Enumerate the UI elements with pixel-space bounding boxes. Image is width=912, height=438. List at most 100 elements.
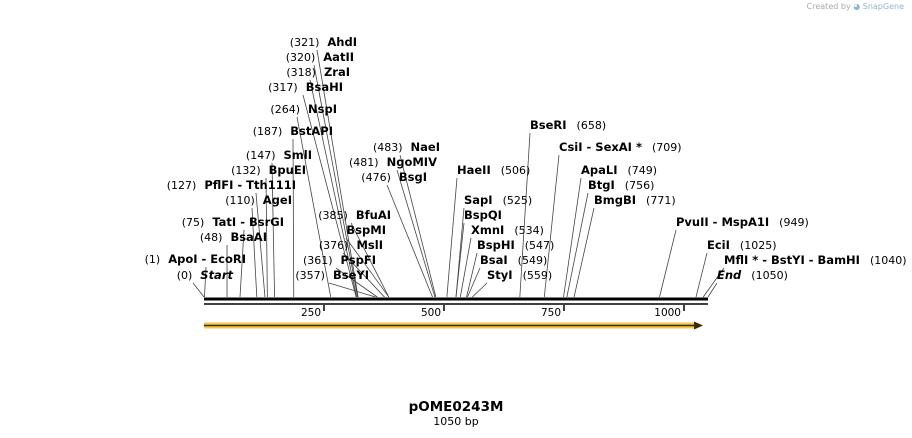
site-label[interactable]: (318) ZraI bbox=[286, 65, 350, 79]
site-line bbox=[472, 282, 488, 298]
site-label[interactable]: (317) BsaHI bbox=[268, 80, 343, 94]
site-position: (318) bbox=[286, 66, 316, 79]
site-name: EciI bbox=[707, 238, 730, 252]
site-label[interactable]: (483) NaeI bbox=[373, 140, 440, 154]
site-label[interactable]: (75) TatI - BsrGI bbox=[182, 215, 284, 229]
site-line bbox=[446, 177, 458, 298]
site-position: (147) bbox=[246, 149, 276, 162]
site-name: BstAPI bbox=[290, 124, 333, 138]
site-name: ApaLI bbox=[581, 163, 618, 177]
site-label[interactable]: (357) BseYI bbox=[295, 268, 369, 282]
site-label[interactable]: (48) BsaAI bbox=[200, 230, 267, 244]
site-label[interactable]: CsiI - SexAI * (709) bbox=[559, 140, 682, 154]
site-line bbox=[399, 154, 437, 298]
site-name: NgoMIV bbox=[387, 155, 437, 169]
site-name: MflI * - BstYI - BamHI bbox=[724, 253, 860, 267]
site-label[interactable]: (1) ApoI - EcoRI bbox=[145, 252, 246, 266]
site-line bbox=[695, 252, 708, 298]
site-line bbox=[292, 138, 295, 298]
site-label[interactable]: (127) PflFI - Tth111I bbox=[167, 178, 296, 192]
feature-arrow[interactable] bbox=[204, 321, 703, 330]
site-label[interactable]: BseRI (658) bbox=[530, 118, 606, 132]
credit-prefix: Created by bbox=[806, 2, 851, 11]
site-name: NaeI bbox=[411, 140, 440, 154]
site-position: (749) bbox=[628, 164, 658, 177]
site-label[interactable]: StyI (559) bbox=[487, 268, 552, 282]
site-label[interactable]: BspHI (547) bbox=[477, 238, 554, 252]
site-line bbox=[345, 237, 390, 298]
site-name: BspMI bbox=[346, 223, 386, 237]
site-label[interactable]: MflI * - BstYI - BamHI (1040) bbox=[724, 253, 907, 267]
site-line bbox=[543, 154, 560, 298]
site-position: (320) bbox=[286, 51, 316, 64]
site-label[interactable]: (476) BsgI bbox=[361, 170, 427, 184]
site-label[interactable]: PvuII - MspA1I (949) bbox=[676, 215, 809, 229]
site-position: (658) bbox=[577, 119, 607, 132]
axis-tick-label: 750 bbox=[541, 307, 561, 319]
site-position: (525) bbox=[503, 194, 533, 207]
site-label[interactable]: BmgBI (771) bbox=[594, 193, 676, 207]
site-line bbox=[396, 169, 436, 298]
site-label[interactable]: (132) BpuEI bbox=[231, 163, 306, 177]
site-position: (483) bbox=[373, 141, 403, 154]
site-name: Start bbox=[200, 268, 233, 282]
site-name: XmnI bbox=[471, 223, 504, 237]
site-position: (264) bbox=[270, 103, 300, 116]
site-label[interactable]: BtgI (756) bbox=[588, 178, 654, 192]
site-line bbox=[192, 282, 205, 298]
site-line bbox=[342, 252, 385, 298]
site-label[interactable]: (385) BfuAI bbox=[318, 208, 391, 222]
site-line bbox=[265, 177, 268, 298]
site-label[interactable]: BspQI bbox=[464, 208, 502, 222]
site-line bbox=[296, 116, 332, 298]
site-position: (1040) bbox=[870, 254, 907, 267]
site-label[interactable]: HaeII (506) bbox=[457, 163, 530, 177]
site-name: BseYI bbox=[333, 268, 369, 282]
site-label[interactable]: (264) NspI bbox=[270, 102, 337, 116]
site-label[interactable]: XmnI (534) bbox=[471, 223, 544, 237]
site-position: (376) bbox=[319, 239, 349, 252]
site-name: ApoI - EcoRI bbox=[168, 252, 246, 266]
site-name: ZraI bbox=[324, 65, 350, 79]
site-label[interactable]: (0) Start bbox=[177, 268, 234, 282]
site-position: (534) bbox=[514, 224, 544, 237]
site-label[interactable]: BsaI (549) bbox=[480, 253, 547, 267]
site-label[interactable]: End (1050) bbox=[717, 268, 788, 282]
site-position: (110) bbox=[225, 194, 255, 207]
site-label[interactable]: (110) AgeI bbox=[225, 193, 292, 207]
site-position: (1050) bbox=[751, 269, 788, 282]
site-line bbox=[386, 184, 433, 298]
site-position: (709) bbox=[652, 141, 682, 154]
site-line bbox=[467, 267, 481, 298]
site-label[interactable]: (481) NgoMIV bbox=[349, 155, 437, 169]
site-label[interactable]: (147) SmlI bbox=[246, 148, 312, 162]
site-label[interactable]: (361) PspFI bbox=[303, 253, 376, 267]
site-line bbox=[459, 237, 472, 298]
site-position: (317) bbox=[268, 81, 298, 94]
site-position: (476) bbox=[361, 171, 391, 184]
site-label[interactable]: EciI (1025) bbox=[707, 238, 776, 252]
snapgene-credit: Created by ◕ SnapGene bbox=[807, 2, 904, 11]
site-label[interactable]: SapI (525) bbox=[464, 193, 532, 207]
plasmid-name: pOME0243M bbox=[408, 399, 504, 415]
site-position: (559) bbox=[523, 269, 553, 282]
site-label[interactable]: (320) AatII bbox=[286, 50, 354, 64]
site-line bbox=[328, 282, 376, 298]
site-name: StyI bbox=[487, 268, 513, 282]
site-label[interactable]: (187) BstAPI bbox=[253, 124, 333, 138]
site-name: NspI bbox=[308, 102, 337, 116]
site-label[interactable]: ApaLI (749) bbox=[581, 163, 657, 177]
site-name: BsaHI bbox=[306, 80, 343, 94]
site-label[interactable]: (321) AhdI bbox=[290, 35, 357, 49]
site-position: (549) bbox=[518, 254, 548, 267]
site-line bbox=[335, 267, 378, 298]
site-label[interactable]: BspMI bbox=[346, 223, 386, 237]
site-label[interactable]: (376) MslI bbox=[319, 238, 383, 252]
plasmid-length: 1050 bp bbox=[433, 415, 479, 428]
site-name: BspQI bbox=[464, 208, 502, 222]
site-name: SapI bbox=[464, 193, 493, 207]
site-line bbox=[239, 229, 245, 298]
dna-backbone bbox=[204, 297, 708, 305]
site-name: HaeII bbox=[457, 163, 491, 177]
